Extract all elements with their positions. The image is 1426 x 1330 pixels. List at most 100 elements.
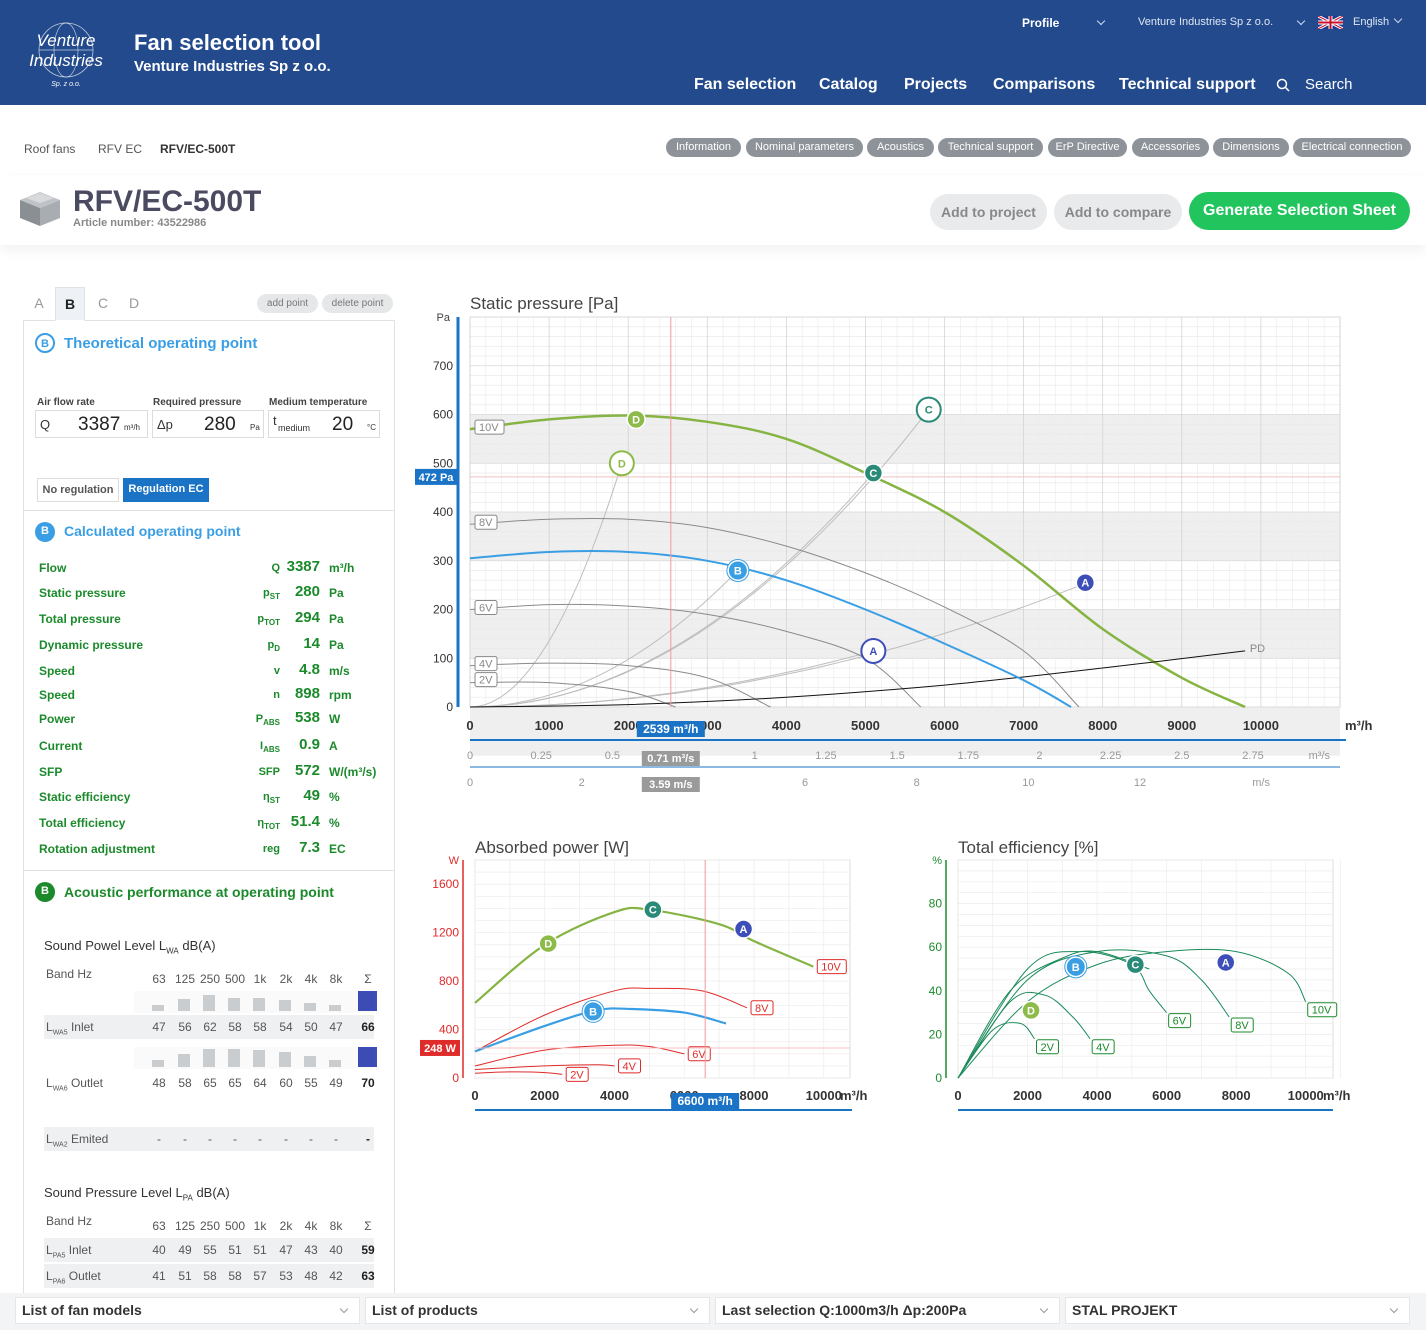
chevron-down-icon[interactable]: [1296, 16, 1306, 26]
last-selection-select[interactable]: Last selection Q:1000m3/h Δp:200Pa: [715, 1297, 1060, 1324]
chart-title: Total efficiency [%]: [958, 838, 1098, 857]
band-value: 40: [152, 1243, 166, 1257]
band-level-bar: [253, 997, 265, 1011]
no-regulation-button[interactable]: No regulation: [37, 478, 119, 502]
curve-label-text: 2V: [570, 1069, 584, 1081]
calc-value: 280: [294, 583, 320, 600]
tab-dimensions[interactable]: Dimensions: [1213, 138, 1289, 157]
x-tick-label: 4000: [1083, 1088, 1112, 1103]
operating-point-d[interactable]: D: [608, 450, 635, 477]
point-tab-a[interactable]: A: [34, 295, 44, 311]
chevron-down-icon[interactable]: [1096, 16, 1106, 26]
calc-symbol-main: Q: [271, 562, 280, 574]
nav-technical-support[interactable]: Technical support: [1119, 76, 1256, 93]
calc-unit: rpm: [329, 688, 352, 702]
calc-label: Rotation adjustment: [39, 842, 155, 856]
project-select[interactable]: STAL PROJEKT: [1065, 1297, 1410, 1324]
generate-selection-sheet-button[interactable]: Generate Selection Sheet: [1189, 192, 1410, 230]
uk-flag-icon[interactable]: [1318, 16, 1343, 29]
band-value: 43: [304, 1243, 318, 1257]
operating-point-a[interactable]: A: [1075, 572, 1096, 593]
regulation-ec-button[interactable]: Regulation EC: [123, 478, 209, 502]
airflow-value: 3387: [78, 414, 121, 435]
tab-nominal-parameters[interactable]: Nominal parameters: [746, 138, 863, 157]
band-header-row: Band Hz 63 125 250 500 1k 2k 4k 8k Σ: [44, 1214, 374, 1238]
tab-acoustics[interactable]: Acoustics: [867, 138, 934, 157]
pressure-input[interactable]: Δp 280 Pa: [152, 410, 264, 438]
pd-label: PD: [1250, 643, 1265, 655]
y-tick-label: 700: [433, 359, 453, 373]
nav-projects[interactable]: Projects: [904, 76, 968, 93]
calc-label: Static efficiency: [39, 790, 131, 804]
breadcrumb-item[interactable]: Roof fans: [24, 142, 76, 156]
operating-point-c[interactable]: C: [915, 396, 942, 423]
operating-point-d[interactable]: D: [626, 409, 646, 430]
tab-technical-support[interactable]: Technical support: [938, 138, 1043, 157]
band-header: 63: [152, 1219, 166, 1233]
operating-point-b[interactable]: B: [726, 559, 750, 582]
total-efficiency-chart[interactable]: Total efficiency [%]% 0 20 40 60 80 0 2000 4000 6…: [905, 830, 1375, 1120]
products-select[interactable]: List of products: [365, 1297, 710, 1324]
calc-symbol: pTOT: [220, 613, 280, 627]
operating-point-c[interactable]: C: [1125, 954, 1146, 975]
temperature-input[interactable]: t medium 20 °C: [268, 410, 380, 438]
profile-menu[interactable]: Profile: [1022, 16, 1059, 30]
static-pressure-chart[interactable]: Static pressure [Pa]Pa010020030040050060…: [405, 285, 1415, 800]
venture-logo[interactable]: Venture Industries Sp. z o.o.: [18, 20, 114, 90]
operating-point-a[interactable]: A: [733, 919, 754, 939]
delete-point-button[interactable]: delete point: [322, 294, 393, 313]
operating-point-d[interactable]: D: [1021, 1000, 1041, 1021]
operating-point-d[interactable]: D: [538, 933, 558, 954]
calc-unit: W/(m³/s): [329, 765, 377, 779]
band-header: 500: [224, 972, 246, 986]
cursor-y-badge: 472 Pa: [415, 468, 457, 485]
search-icon[interactable]: [1276, 78, 1290, 92]
search-link[interactable]: Search: [1305, 76, 1353, 93]
operating-point-c[interactable]: C: [863, 463, 884, 483]
nav-comparisons[interactable]: Comparisons: [993, 76, 1096, 93]
operating-point-b[interactable]: B: [581, 999, 605, 1023]
tab-information[interactable]: Information: [666, 138, 741, 157]
operating-point-b[interactable]: B: [1064, 955, 1088, 979]
band-value: -: [208, 1132, 212, 1146]
calc-unit: m³/h: [329, 561, 355, 575]
band-header: 1k: [253, 1219, 267, 1233]
language-menu[interactable]: English: [1353, 14, 1403, 28]
operating-point-c[interactable]: C: [643, 899, 663, 920]
band-level-bar: [228, 1049, 240, 1067]
tab-electrical-connection[interactable]: Electrical connection: [1293, 138, 1411, 157]
add-to-compare-button[interactable]: Add to compare: [1054, 194, 1182, 230]
band-value: -: [233, 1132, 237, 1146]
calculated-title: Calculated operating point: [64, 523, 241, 539]
breadcrumb-item[interactable]: RFV EC: [98, 142, 143, 156]
tab-erp-directive[interactable]: ErP Directive: [1048, 138, 1127, 157]
axis2-tick-label: 0.5: [605, 750, 620, 762]
operating-point-a[interactable]: A: [860, 637, 887, 664]
x-tick-label: 0: [954, 1088, 961, 1103]
calc-value: 14: [303, 635, 320, 652]
nav-fan-selection[interactable]: Fan selection: [694, 76, 797, 93]
airflow-input[interactable]: Q 3387 m³/h: [35, 410, 148, 438]
add-point-button[interactable]: add point: [257, 294, 318, 313]
point-tab-c[interactable]: C: [97, 295, 109, 311]
point-letter: C: [869, 468, 877, 480]
add-to-project-button[interactable]: Add to project: [930, 194, 1047, 230]
curve-label-text: 8V: [479, 517, 493, 529]
nav-catalog[interactable]: Catalog: [819, 76, 878, 93]
operating-point-a[interactable]: A: [1216, 952, 1236, 973]
tab-accessories[interactable]: Accessories: [1132, 138, 1209, 157]
y-axis-unit: %: [932, 855, 942, 867]
absorbed-power-chart[interactable]: Absorbed power [W] W 0 400 800 1200 1600 0 2000 4…: [405, 830, 880, 1120]
calc-label: Current: [39, 739, 83, 753]
y-axis-unit: Pa: [437, 312, 451, 324]
calc-unit: m/s: [329, 664, 350, 678]
point-letter: C: [1131, 960, 1139, 972]
point-tab-d[interactable]: D: [128, 295, 140, 311]
row-label-main: L: [46, 1243, 53, 1257]
point-tab-b[interactable]: B: [55, 287, 85, 321]
calc-value: 572: [294, 762, 320, 779]
company-menu[interactable]: Venture Industries Sp z o.o.: [1138, 16, 1273, 28]
band-value: 58: [228, 1269, 242, 1283]
fan-models-select[interactable]: List of fan models: [15, 1297, 360, 1324]
curve-label-text: 10V: [821, 962, 841, 974]
